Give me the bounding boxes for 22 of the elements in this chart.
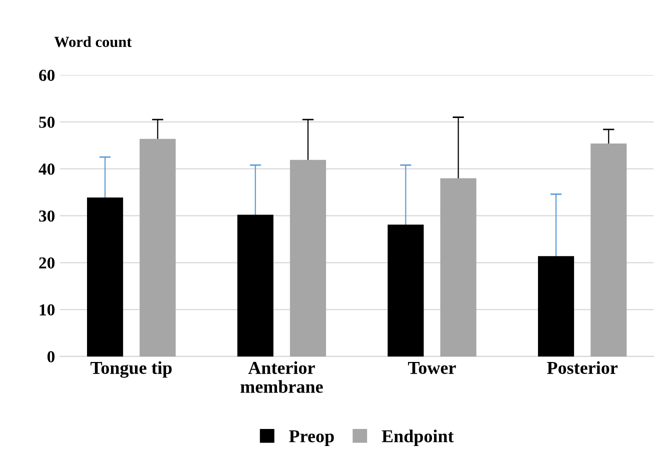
bar — [590, 144, 627, 356]
bar — [140, 138, 176, 356]
legend-label: Preop — [289, 430, 334, 446]
y-tick-label: 50 — [39, 116, 55, 128]
x-tick-label: Tower — [408, 362, 456, 374]
bar — [440, 178, 476, 356]
bar — [388, 224, 424, 356]
x-tick-label: Tongue tip — [90, 361, 172, 378]
legend-label: Endpoint — [382, 430, 454, 446]
x-tick-label: Anterior membrane — [240, 361, 323, 393]
bar — [87, 197, 124, 356]
y-tick-label: 10 — [40, 304, 55, 316]
y-tick-label: 40 — [38, 164, 55, 175]
bar — [237, 214, 274, 356]
x-tick-label: Posterior — [547, 361, 618, 374]
y-tick-label: 0 — [47, 351, 55, 362]
bar — [538, 256, 574, 356]
bar — [290, 160, 326, 356]
y-tick-label: 20 — [39, 257, 55, 269]
y-axis-title: Word count — [54, 36, 132, 48]
y-tick-label: 60 — [39, 70, 55, 81]
y-tick-label: 30 — [39, 210, 55, 222]
